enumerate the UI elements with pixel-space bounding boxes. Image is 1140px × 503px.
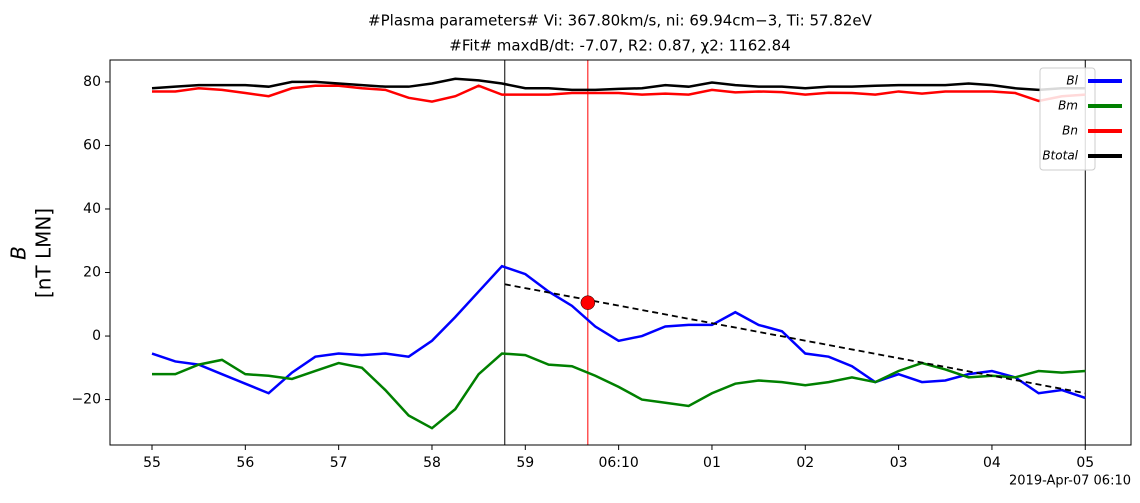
y-tick-label: 80 [83, 74, 101, 90]
x-tick-label: 06:10 [598, 455, 638, 471]
chart-title: #Plasma parameters# Vi: 367.80km/s, ni: … [368, 12, 873, 30]
x-tick-label: 57 [330, 455, 348, 471]
y-tick-label: 60 [83, 137, 101, 153]
x-tick-label: 55 [143, 455, 161, 471]
x-tick-label: 56 [236, 455, 254, 471]
y-tick-label: 20 [83, 265, 101, 281]
x-tick-label: 02 [796, 455, 814, 471]
x-tick-label: 03 [890, 455, 908, 471]
marker [580, 295, 596, 310]
x-tick-label: 01 [703, 455, 721, 471]
x-tick-label: 05 [1076, 455, 1094, 471]
y-axis-label: B [7, 246, 31, 260]
y-tick-label: −20 [71, 392, 101, 408]
y-tick-label: 40 [83, 201, 101, 217]
legend-label: Bn [1062, 124, 1078, 138]
x-tick-label: 59 [516, 455, 534, 471]
fit-line [504, 283, 1086, 395]
legend-box [1039, 67, 1096, 171]
legend-label: Bm [1058, 99, 1078, 113]
plot-frame [109, 59, 1132, 446]
legend-label: Bl [1066, 74, 1078, 88]
y-axis-unit: [nT LMN] [32, 208, 56, 298]
x-tick-label: 58 [423, 455, 441, 471]
series-line [151, 84, 1086, 103]
legend-label: Btotal [1042, 149, 1078, 163]
x-tick-label: 04 [983, 455, 1001, 471]
series-line [151, 352, 1086, 430]
series-line [151, 264, 1086, 400]
series-line [151, 77, 1086, 92]
y-tick-label: 0 [92, 328, 101, 344]
chart-subtitle: #Fit# maxdB/dt: -7.07, R2: 0.87, χ2: 116… [449, 37, 790, 55]
x-offset-label: 2019-Apr-07 06:10 [1009, 474, 1131, 489]
